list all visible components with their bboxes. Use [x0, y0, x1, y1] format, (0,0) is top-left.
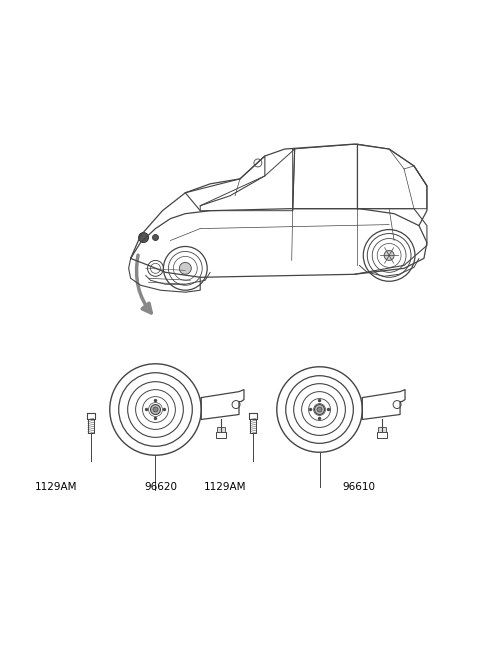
Circle shape — [151, 405, 160, 415]
Bar — [217, 428, 225, 432]
Circle shape — [154, 399, 157, 402]
Circle shape — [309, 408, 312, 411]
Circle shape — [145, 408, 148, 411]
Text: 1129AM: 1129AM — [35, 482, 77, 492]
Bar — [378, 428, 386, 432]
Text: 1129AM: 1129AM — [204, 482, 246, 492]
Circle shape — [317, 407, 322, 412]
Circle shape — [318, 399, 321, 402]
Circle shape — [153, 407, 158, 412]
Text: 96610: 96610 — [343, 482, 376, 492]
Text: 96620: 96620 — [144, 482, 177, 492]
Circle shape — [180, 263, 192, 274]
Circle shape — [327, 408, 330, 411]
Circle shape — [139, 233, 148, 242]
Circle shape — [154, 417, 157, 420]
Circle shape — [153, 234, 158, 240]
Circle shape — [318, 417, 321, 420]
Circle shape — [314, 405, 324, 415]
FancyArrowPatch shape — [136, 255, 151, 313]
Bar — [88, 419, 94, 434]
Circle shape — [163, 408, 166, 411]
Bar — [216, 432, 226, 438]
Bar — [250, 419, 256, 434]
Circle shape — [384, 250, 394, 261]
Bar — [377, 432, 387, 438]
